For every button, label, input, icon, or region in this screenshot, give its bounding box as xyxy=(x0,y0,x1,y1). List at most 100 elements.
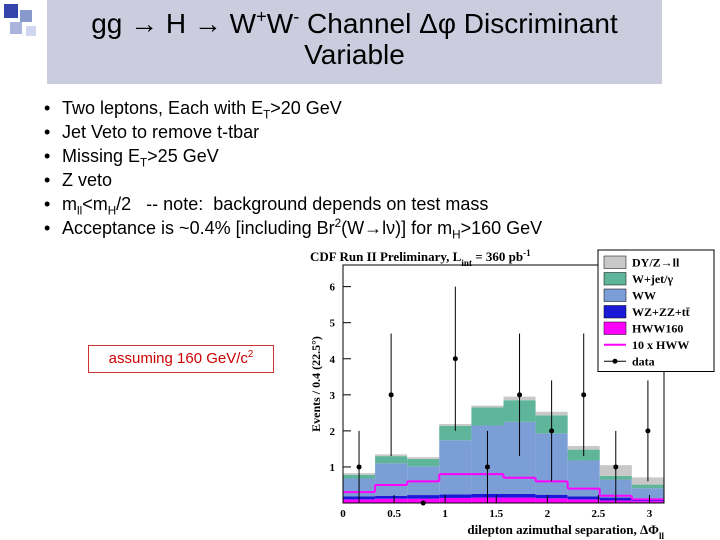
text-run: gg → H → W xyxy=(91,8,257,39)
bar-segment xyxy=(567,460,600,497)
bar-segment xyxy=(439,440,472,495)
y-tick-label: 1 xyxy=(330,462,336,474)
bar-segment xyxy=(407,495,440,499)
text-run: dilepton azimuthal separation, ΔΦ xyxy=(467,522,659,537)
text-run: = 360 pb xyxy=(472,249,523,264)
data-point xyxy=(388,392,394,398)
text-run: Two leptons, Each with E xyxy=(62,98,264,118)
bullet: Acceptance is ~0.4% [including Br2(W→lν)… xyxy=(44,216,543,242)
legend-label: DY/Z→ll xyxy=(632,255,680,269)
text-run: CDF Run II Preliminary, L xyxy=(310,249,462,264)
bar-segment xyxy=(535,498,568,503)
chart-text: dilepton azimuthal separation, ΔΦll xyxy=(467,522,664,540)
title-line: Variable xyxy=(47,39,662,70)
text-run: >160 GeV xyxy=(460,218,543,238)
text-run: Channel Δφ Discriminant xyxy=(299,8,618,39)
bar-segment xyxy=(567,496,600,500)
text-run: Acceptance is ~0.4% [including Br xyxy=(62,218,335,238)
text-run: Z veto xyxy=(62,170,113,190)
bar-segment xyxy=(631,488,664,500)
text-run: ll xyxy=(659,531,665,540)
bar-segment xyxy=(503,493,536,498)
legend-label: WZ+ZZ+tt̄ xyxy=(632,305,690,319)
legend-swatch xyxy=(603,288,627,302)
bar-segment xyxy=(471,407,504,426)
text-run: ll xyxy=(77,204,83,218)
legend-swatch xyxy=(603,272,627,286)
x-tick-label: 2.5 xyxy=(592,508,606,520)
text-run: 2 xyxy=(334,217,342,230)
slide-title: gg → H → W+W- Channel Δφ Discriminant Var… xyxy=(47,0,662,84)
legend-label: W+jet/γ xyxy=(632,272,673,286)
bar-segment xyxy=(407,459,440,467)
x-tick-label: 1 xyxy=(442,508,448,520)
y-tick-label: 5 xyxy=(330,318,336,330)
text-run: + xyxy=(256,6,267,27)
text-run: /2 -- note: background depends on test m… xyxy=(116,194,489,214)
bullet: Z veto xyxy=(44,168,542,192)
text-run: >20 GeV xyxy=(270,98,342,118)
bar-segment xyxy=(631,501,664,503)
x-tick-label: 1.5 xyxy=(489,508,503,520)
bar-segment xyxy=(439,425,472,441)
text-run: T xyxy=(263,108,271,122)
text-run: T xyxy=(140,156,148,170)
text-run: Jet Veto to remove t-tbar xyxy=(62,122,260,142)
y-tick-label: 6 xyxy=(330,282,336,294)
data-point xyxy=(517,392,523,398)
text-run: (W→lν)] for m xyxy=(341,218,453,238)
bullet: Two leptons, Each with ET>20 GeV xyxy=(44,96,542,122)
bar-segment xyxy=(503,497,536,503)
bar-segment xyxy=(471,405,504,408)
text-run: int xyxy=(461,258,472,268)
bullet: Jet Veto to remove t-tbar xyxy=(44,120,542,144)
text-run: assuming 160 GeV/c xyxy=(108,350,248,367)
legend-label: data xyxy=(632,354,655,368)
y-axis-label: Events / 0.4 (22.5°) xyxy=(309,336,323,432)
legend-label: HWW160 xyxy=(632,321,683,335)
text-run: Variable xyxy=(304,39,405,70)
bar-segment xyxy=(407,457,440,460)
bar-segment xyxy=(375,463,408,496)
legend-label: WW xyxy=(632,288,656,302)
data-point xyxy=(484,464,490,470)
legend-swatch xyxy=(603,255,627,269)
x-tick-label: 0 xyxy=(340,508,346,520)
bar-segment xyxy=(375,456,408,464)
text-run: Missing E xyxy=(62,146,141,166)
x-tick-label: 2 xyxy=(545,508,551,520)
text-run: H xyxy=(107,204,117,218)
y-tick-label: 2 xyxy=(330,426,336,438)
title-line: gg → H → W+W- Channel Δφ Discriminant xyxy=(47,8,662,39)
bar-segment xyxy=(439,497,472,503)
decor xyxy=(4,4,44,44)
bar-segment xyxy=(375,495,408,499)
bar-segment xyxy=(631,484,664,489)
bar-segment xyxy=(535,494,568,499)
chart-text: CDF Run II Preliminary, Lint = 360 pb-1 xyxy=(310,248,531,268)
text-run: H xyxy=(452,228,461,242)
data-point xyxy=(645,428,651,434)
data-point xyxy=(613,464,619,470)
legend-swatch xyxy=(612,358,618,364)
text-run: W xyxy=(266,8,294,39)
plot-border xyxy=(342,264,665,504)
text-run: >25 GeV xyxy=(147,146,219,166)
bar-segment xyxy=(439,494,472,498)
y-tick-label: 4 xyxy=(330,354,336,366)
bullet-list: Two leptons, Each with ET>20 GeVJet Veto… xyxy=(44,96,543,242)
bar-segment xyxy=(567,499,600,503)
legend-label: 10 x HWW xyxy=(632,338,689,352)
legend-swatch xyxy=(603,305,627,319)
text-run: 2 xyxy=(247,349,254,360)
bullet: Missing ET>25 GeV xyxy=(44,144,542,170)
annotation: assuming 160 GeV/c2 xyxy=(88,345,274,373)
bar-segment xyxy=(375,498,408,503)
data-point xyxy=(549,428,555,434)
data-point xyxy=(452,356,458,362)
text-run: <m xyxy=(82,194,108,214)
text-run: - xyxy=(293,6,300,27)
legend-swatch xyxy=(603,321,627,335)
